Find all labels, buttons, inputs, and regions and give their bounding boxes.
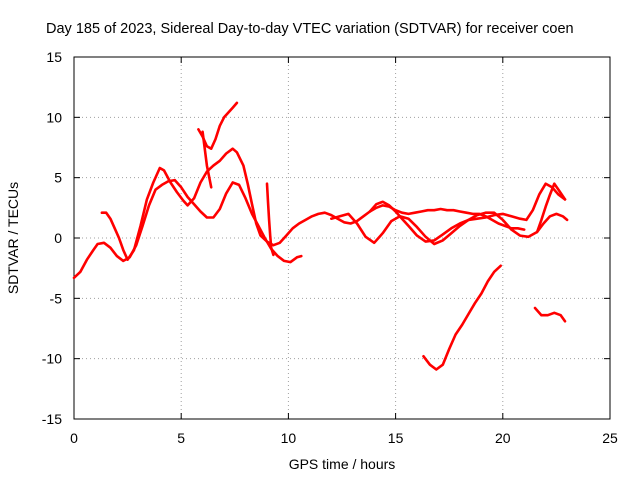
x-axis-label: GPS time / hours bbox=[289, 456, 396, 472]
series-track-j bbox=[533, 306, 567, 323]
series-track-g bbox=[368, 182, 567, 243]
data-series bbox=[72, 101, 569, 371]
y-tick-label: 5 bbox=[54, 170, 62, 186]
y-tick-label: -10 bbox=[42, 351, 62, 367]
series-track-i bbox=[422, 264, 502, 371]
axis-ticks: 0 5 10 15 20 25 -15 -10 -5 0 5 10 15 bbox=[42, 49, 618, 446]
y-tick-label: 15 bbox=[46, 49, 62, 65]
y-tick-label: -15 bbox=[42, 411, 62, 427]
series-track-d bbox=[201, 130, 213, 189]
series-track-e bbox=[265, 182, 275, 257]
x-tick-label: 25 bbox=[602, 430, 618, 446]
x-tick-label: 10 bbox=[281, 430, 297, 446]
y-tick-label: 0 bbox=[54, 230, 62, 246]
x-tick-label: 5 bbox=[177, 430, 185, 446]
x-tick-label: 15 bbox=[388, 430, 404, 446]
gridlines bbox=[74, 57, 610, 419]
series-track-b bbox=[100, 147, 526, 261]
series-track-h bbox=[535, 182, 567, 234]
x-tick-label: 20 bbox=[495, 430, 511, 446]
x-tick-label: 0 bbox=[70, 430, 78, 446]
y-axis-label: SDTVAR / TECUs bbox=[5, 182, 21, 294]
y-tick-label: 10 bbox=[46, 109, 62, 125]
chart-title: Day 185 of 2023, Sidereal Day-to-day VTE… bbox=[46, 21, 574, 37]
y-tick-label: -5 bbox=[50, 290, 63, 306]
